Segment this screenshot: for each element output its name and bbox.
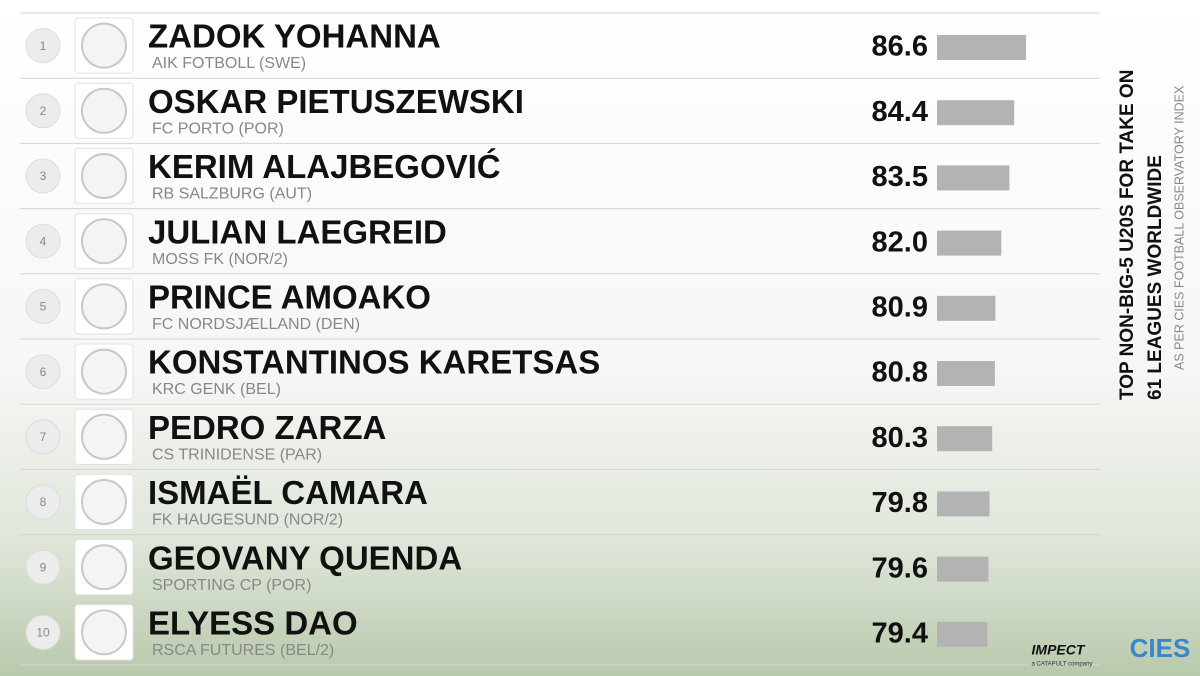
rank: 9 [40, 560, 47, 574]
rank: 10 [36, 626, 50, 640]
value-label: 79.8 [872, 487, 928, 519]
player-name: KONSTANTINOS KARETSAS [148, 344, 600, 381]
club-logo [81, 544, 127, 591]
club-name: FC NORDSJÆLLAND (DEN) [152, 316, 360, 333]
club-name: FK HAUGESUND (NOR/2) [152, 512, 343, 529]
rank: 6 [40, 365, 47, 379]
brand-logo: IMPECT [1032, 642, 1086, 658]
player-name: OSKAR PIETUSZEWSKI [148, 83, 524, 120]
player-name: KERIM ALAJBEGOVIĆ [148, 148, 501, 185]
player-name: PRINCE AMOAKO [148, 279, 431, 316]
club-name: SPORTING CP (POR) [152, 577, 311, 594]
club-logo [81, 348, 127, 395]
value-label: 83.5 [872, 161, 928, 193]
bar [937, 295, 996, 321]
player-name: PEDRO ZARZA [148, 409, 386, 446]
bar [937, 230, 1002, 256]
rank-badge [25, 288, 61, 324]
bar [937, 100, 1015, 126]
brand-logo: CIES [1130, 633, 1191, 663]
club-name: CS TRINIDENSE (PAR) [152, 446, 322, 463]
brand-tagline: a CATAPULT company [1032, 662, 1093, 668]
bar [937, 556, 989, 582]
value-label: 84.4 [872, 96, 928, 128]
rank: 3 [40, 169, 47, 183]
rank-badge [25, 158, 61, 194]
player-name: ZADOK YOHANNA [148, 18, 441, 55]
rank: 5 [40, 300, 47, 314]
chart-subtitle: AS PER CIES FOOTBALL OBSERVATORY INDEX [1172, 85, 1186, 370]
bar [937, 165, 1010, 191]
club-name: MOSS FK (NOR/2) [152, 251, 288, 268]
player-name: JULIAN LAEGREID [148, 213, 447, 250]
club-logo [81, 413, 127, 460]
chart-title: TOP NON-BIG-5 U20S FOR TAKE ON [1117, 70, 1138, 400]
club-logo [81, 87, 127, 134]
club-name: AIK FOTBOLL (SWE) [152, 55, 306, 72]
bar [937, 361, 995, 386]
bar [937, 426, 993, 452]
value-label: 82.0 [872, 226, 928, 258]
value-label: 80.3 [872, 422, 928, 454]
club-name: RSCA FUTURES (BEL/2) [152, 642, 334, 659]
rank-badge [25, 419, 61, 455]
rank: 1 [40, 39, 47, 53]
bar [937, 35, 1026, 60]
rank: 4 [40, 234, 47, 248]
club-logo [81, 283, 127, 330]
club-name: KRC GENK (BEL) [152, 381, 281, 398]
club-logo [81, 22, 127, 69]
club-logo [81, 479, 127, 525]
value-label: 86.6 [872, 31, 928, 63]
value-label: 79.4 [872, 617, 928, 649]
rank: 8 [40, 495, 47, 509]
player-name: GEOVANY QUENDA [148, 539, 462, 576]
club-logo [81, 218, 127, 265]
rank-badge [25, 549, 61, 585]
rank-badge [25, 484, 61, 520]
player-name: ISMAËL CAMARA [148, 474, 428, 511]
club-name: RB SALZBURG (AUT) [152, 186, 312, 203]
club-logo [81, 609, 127, 656]
club-logo [81, 153, 127, 199]
rank-badge [25, 614, 61, 650]
chart-title: 61 LEAGUES WORLDWIDE [1145, 155, 1166, 400]
rank: 7 [40, 430, 47, 444]
rank-badge [25, 28, 61, 64]
bar [937, 621, 988, 647]
value-label: 80.9 [872, 291, 928, 323]
player-name: ELYESS DAO [148, 605, 358, 642]
rank-badge [25, 93, 61, 129]
bar [937, 491, 990, 517]
rank-badge [25, 354, 61, 390]
club-name: FC PORTO (POR) [152, 120, 284, 137]
rank-badge [25, 223, 61, 259]
rank: 2 [40, 104, 47, 118]
value-label: 80.8 [872, 357, 928, 389]
value-label: 79.6 [872, 552, 928, 584]
